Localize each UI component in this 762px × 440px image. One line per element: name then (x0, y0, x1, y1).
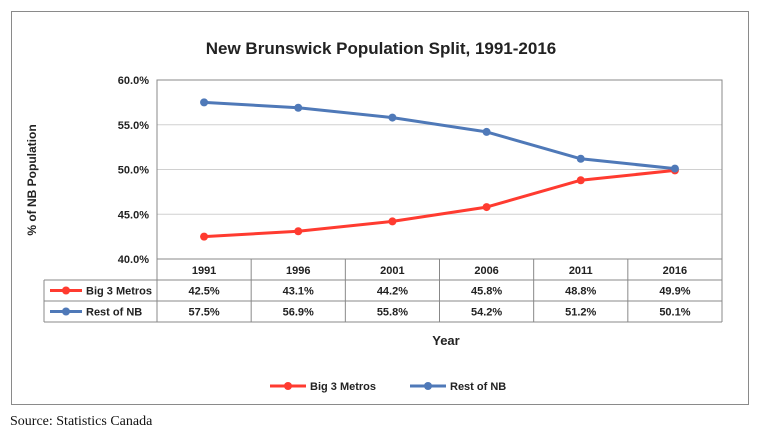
data-point-big-3-metros (388, 217, 397, 226)
table-legend-marker (62, 286, 70, 295)
data-point-big-3-metros (294, 227, 303, 236)
source-note: Source: Statistics Canada (10, 414, 153, 429)
data-label: 50.1% (659, 307, 690, 319)
data-label: 56.9% (283, 307, 314, 319)
x-tick-label: 2016 (663, 265, 687, 277)
table-legend-marker (62, 307, 70, 316)
data-point-rest-of-nb (388, 113, 397, 122)
x-tick-label: 2001 (380, 265, 404, 277)
legend-entry: Rest of NB (450, 381, 506, 393)
data-point-rest-of-nb (576, 154, 585, 163)
y-tick-label: 55.0% (118, 120, 149, 132)
y-axis-ticks: 40.0% 45.0% 50.0% 55.0% 60.0% (118, 75, 149, 266)
data-point-big-3-metros (576, 176, 585, 185)
x-tick-label: 2011 (569, 265, 593, 277)
data-label: 45.8% (471, 286, 502, 298)
data-label: 55.8% (377, 307, 408, 319)
x-axis-label: Year (432, 333, 459, 348)
y-tick-label: 50.0% (118, 165, 149, 177)
data-point-big-3-metros (482, 203, 491, 212)
y-tick-label: 45.0% (118, 209, 149, 221)
data-label: 42.5% (188, 286, 219, 298)
legend: Big 3 Metros Rest of NB (270, 381, 506, 393)
data-label: 43.1% (283, 286, 314, 298)
series-line-big-3-metros (203, 168, 676, 239)
data-label: 51.2% (565, 307, 596, 319)
data-point-big-3-metros (200, 232, 209, 241)
data-table: 1991 1996 2001 2006 2011 2016 Big 3 Metros 42.5… (43, 259, 723, 323)
y-tick-label: 40.0% (118, 254, 149, 266)
legend-marker (424, 382, 432, 390)
x-tick-label: 1991 (192, 265, 216, 277)
x-tick-label: 1996 (286, 265, 310, 277)
data-label: 44.2% (377, 286, 408, 298)
x-tick-label: 2006 (474, 265, 498, 277)
y-tick-label: 60.0% (118, 75, 149, 87)
legend-entry: Big 3 Metros (310, 381, 376, 393)
grid-lines (156, 79, 723, 260)
legend-marker (284, 382, 292, 390)
data-point-rest-of-nb (200, 98, 209, 107)
y-axis-label: % of NB Population (25, 124, 39, 235)
data-point-rest-of-nb (670, 164, 679, 173)
chart-title: New Brunswick Population Split, 1991-201… (206, 39, 557, 58)
table-series-name: Big 3 Metros (86, 286, 152, 298)
data-label: 57.5% (188, 307, 219, 319)
chart-frame: New Brunswick Population Split, 1991-201… (11, 11, 749, 405)
series-lines (200, 98, 679, 241)
population-line-chart: New Brunswick Population Split, 1991-201… (25, 39, 723, 393)
data-label: 49.9% (659, 286, 690, 298)
series-line-rest-of-nb (203, 100, 676, 171)
table-series-name: Rest of NB (86, 307, 142, 319)
data-point-rest-of-nb (482, 127, 491, 136)
data-label: 54.2% (471, 307, 502, 319)
data-point-rest-of-nb (294, 103, 303, 112)
data-label: 48.8% (565, 286, 596, 298)
